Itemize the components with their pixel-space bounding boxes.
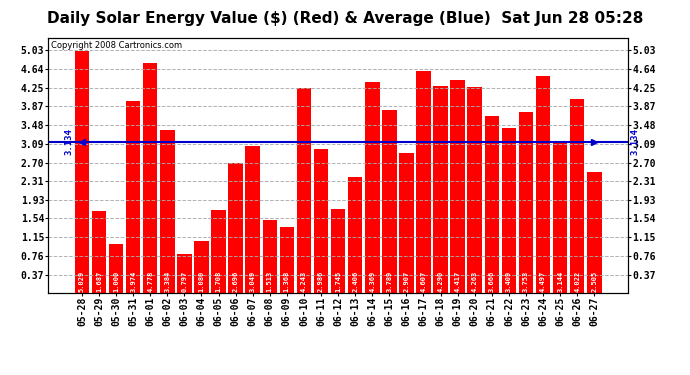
Bar (228, 163, 243, 292)
Text: 1.708: 1.708 (215, 270, 221, 291)
Text: 3.134: 3.134 (64, 128, 73, 155)
Bar (502, 129, 516, 292)
Text: 2.406: 2.406 (352, 270, 358, 291)
Text: 4.263: 4.263 (472, 270, 477, 291)
Text: 3.409: 3.409 (506, 270, 512, 291)
Text: 2.907: 2.907 (404, 270, 409, 291)
Bar (279, 226, 294, 292)
Bar (160, 130, 175, 292)
Bar (297, 88, 311, 292)
Bar (348, 177, 362, 292)
Bar (211, 210, 226, 292)
Text: 4.243: 4.243 (301, 270, 307, 291)
Bar (570, 99, 584, 292)
Text: Copyright 2008 Cartronics.com: Copyright 2008 Cartronics.com (51, 41, 182, 50)
Bar (75, 51, 89, 292)
Text: 4.497: 4.497 (540, 270, 546, 291)
Bar (451, 80, 465, 292)
Text: 1.080: 1.080 (199, 270, 204, 291)
Bar (126, 101, 140, 292)
Text: 4.290: 4.290 (437, 270, 444, 291)
Text: Daily Solar Energy Value ($) (Red) & Average (Blue)  Sat Jun 28 05:28: Daily Solar Energy Value ($) (Red) & Ave… (47, 11, 643, 26)
Text: 2.696: 2.696 (233, 270, 239, 291)
Bar (416, 71, 431, 292)
Bar (365, 82, 380, 292)
Bar (519, 112, 533, 292)
Text: 5.029: 5.029 (79, 270, 85, 291)
Bar (553, 141, 567, 292)
Bar (177, 254, 192, 292)
Text: 4.607: 4.607 (420, 270, 426, 291)
Bar (399, 153, 414, 292)
Text: 0.797: 0.797 (181, 270, 188, 291)
Bar (262, 220, 277, 292)
Bar (468, 87, 482, 292)
Text: 3.974: 3.974 (130, 270, 136, 291)
Text: 4.778: 4.778 (147, 270, 153, 291)
Text: 3.134: 3.134 (631, 128, 640, 155)
Text: 1.687: 1.687 (96, 270, 102, 291)
Bar (314, 149, 328, 292)
Bar (143, 63, 157, 292)
Text: 2.986: 2.986 (318, 270, 324, 291)
Text: 1.513: 1.513 (267, 270, 273, 291)
Bar (109, 244, 124, 292)
Text: 3.049: 3.049 (250, 270, 256, 291)
Bar (194, 240, 208, 292)
Bar (433, 86, 448, 292)
Text: 3.666: 3.666 (489, 270, 495, 291)
Text: 3.753: 3.753 (523, 270, 529, 291)
Bar (536, 76, 551, 292)
Bar (587, 172, 602, 292)
Bar (484, 116, 499, 292)
Text: 4.022: 4.022 (574, 270, 580, 291)
Text: 3.144: 3.144 (557, 270, 563, 291)
Text: 2.505: 2.505 (591, 270, 598, 291)
Text: 4.417: 4.417 (455, 270, 461, 291)
Bar (92, 211, 106, 292)
Text: 4.369: 4.369 (369, 270, 375, 291)
Text: 3.789: 3.789 (386, 270, 393, 291)
Bar (246, 146, 260, 292)
Bar (331, 209, 346, 292)
Bar (382, 110, 397, 292)
Text: 1.368: 1.368 (284, 270, 290, 291)
Text: 1.000: 1.000 (113, 270, 119, 291)
Text: 1.745: 1.745 (335, 270, 341, 291)
Text: 3.384: 3.384 (164, 270, 170, 291)
